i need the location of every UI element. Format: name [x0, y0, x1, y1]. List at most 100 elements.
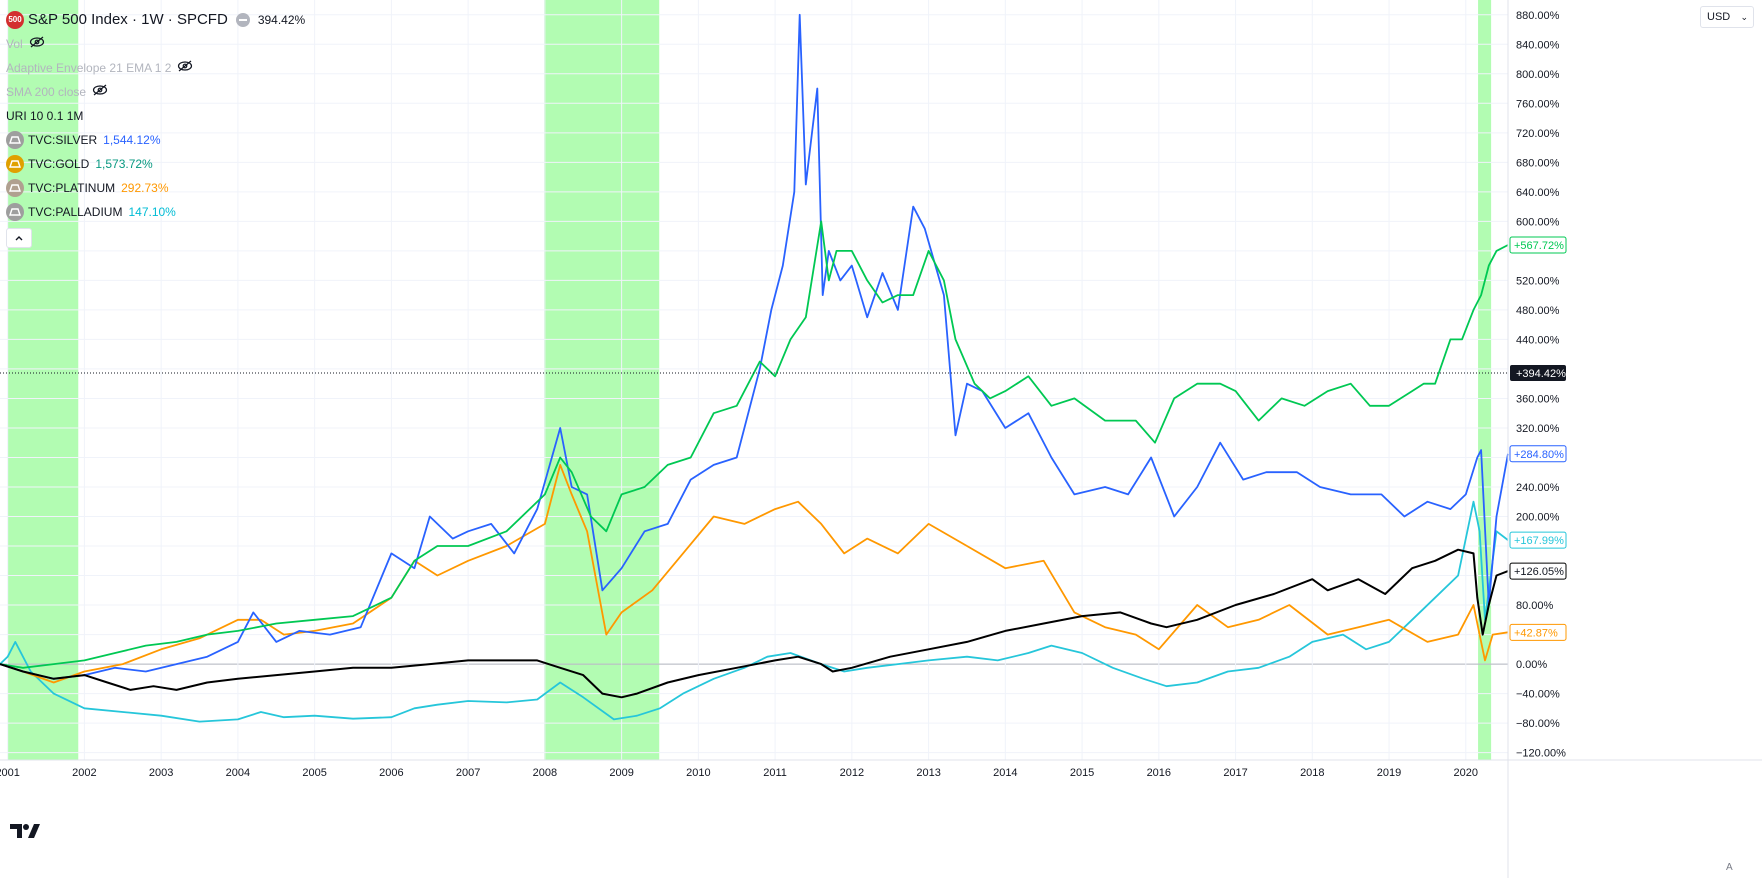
metal-bar-icon	[6, 131, 24, 149]
x-tick-label: 2018	[1300, 767, 1324, 779]
comparison-value: 147.10%	[128, 205, 176, 219]
y-tick-label: 360.00%	[1516, 393, 1560, 405]
y-tick-label: 640.00%	[1516, 187, 1560, 199]
y-tick-label: −40.00%	[1516, 689, 1560, 701]
x-tick-label: 2020	[1454, 767, 1478, 779]
main-series-row[interactable]: 500 S&P 500 Index · 1W · SPCFD 394.42%	[6, 8, 305, 32]
series-line-sp500	[0, 548, 1509, 699]
auto-scale-button[interactable]: A	[1726, 862, 1733, 873]
indicator-row[interactable]: URI 10 0.1 1M	[6, 104, 305, 128]
indicator-label: Vol	[6, 37, 23, 51]
y-tick-label: 480.00%	[1516, 305, 1560, 317]
y-tick-label: −120.00%	[1516, 748, 1566, 760]
comparison-row[interactable]: TVC:GOLD 1,573.72%	[6, 152, 305, 176]
y-tick-label: 680.00%	[1516, 157, 1560, 169]
comparison-symbol: TVC:PALLADIUM	[28, 205, 123, 219]
series-line-platinum	[0, 464, 1509, 684]
comparison-value: 1,573.72%	[95, 157, 153, 171]
comparison-row[interactable]: TVC:PALLADIUM 147.10%	[6, 200, 305, 224]
y-tick-label: 760.00%	[1516, 98, 1560, 110]
series-label-palladium: +167.99%	[1514, 535, 1564, 547]
series-lines	[0, 13, 1509, 723]
x-tick-label: 2009	[609, 767, 633, 779]
series-label-sp500: +126.05%	[1514, 566, 1564, 578]
x-tick-label: 2012	[840, 767, 864, 779]
time-axis: 2001 2002 2003 2004 2005 2006 2007 2008 2009 2010…	[0, 759, 1762, 779]
y-tick-label: 800.00%	[1516, 69, 1560, 81]
comparison-symbol: TVC:GOLD	[28, 157, 90, 171]
y-tick-label: 0.00%	[1516, 659, 1547, 671]
x-tick-label: 2003	[149, 767, 173, 779]
x-tick-label: 2014	[993, 767, 1017, 779]
x-tick-label: 2016	[1147, 767, 1171, 779]
x-tick-label: 2015	[1070, 767, 1094, 779]
x-tick-label: 2007	[456, 767, 480, 779]
indicator-label: SMA 200 close	[6, 85, 87, 99]
indicator-row[interactable]: SMA 200 close	[6, 80, 305, 104]
chevron-down-icon: ⌄	[1740, 12, 1748, 22]
comparison-row[interactable]: TVC:PLATINUM 292.73%	[6, 176, 305, 200]
series-label-bg-sp500	[1509, 562, 1567, 580]
symbol-title[interactable]: S&P 500 Index · 1W · SPCFD	[28, 11, 228, 28]
collapse-legend-button[interactable]	[6, 228, 32, 248]
recession-band	[7, 0, 79, 760]
indicator-row[interactable]: Vol	[6, 32, 305, 56]
comparison-value: 292.73%	[121, 181, 169, 195]
indicator-label: URI 10 0.1 1M	[6, 109, 84, 123]
y-tick-label: 200.00%	[1516, 512, 1560, 524]
indicator-row[interactable]: Adaptive Envelope 21 EMA 1 2	[6, 56, 305, 80]
currency-label: USD	[1707, 11, 1731, 23]
x-tick-label: 2001	[0, 767, 20, 779]
crosshair-label-bg	[1510, 365, 1566, 382]
y-tick-label: 80.00%	[1516, 600, 1554, 612]
series-label-platinum: +42.87%	[1514, 627, 1558, 639]
symbol-badge: 500	[6, 11, 24, 29]
y-tick-label: 840.00%	[1516, 39, 1560, 51]
y-tick-label: 240.00%	[1516, 482, 1560, 494]
metal-bar-icon	[6, 155, 24, 173]
x-tick-label: 2010	[686, 767, 710, 779]
y-tick-label: 720.00%	[1516, 128, 1560, 140]
series-line-gold	[0, 220, 1509, 669]
eye-hidden-icon[interactable]	[177, 56, 193, 80]
eye-hidden-icon[interactable]	[92, 80, 108, 104]
y-tick-label: −80.00%	[1516, 718, 1560, 730]
y-tick-label: 320.00%	[1516, 423, 1560, 435]
series-label-bg-silver	[1509, 445, 1567, 463]
y-tick-label: 880.00%	[1516, 10, 1560, 22]
indicator-label: Adaptive Envelope 21 EMA 1 2	[6, 61, 172, 75]
price-axis: −120.00% −80.00% −40.00% 0.00% 80.00% 200.00%…	[1507, 0, 1566, 878]
series-label-gold: +567.72%	[1514, 240, 1564, 252]
series-last-labels: +394.42% +167.99% +42.87% +284.80% +567.72% +…	[1509, 236, 1567, 641]
series-label-bg-gold	[1509, 236, 1567, 254]
x-tick-label: 2013	[916, 767, 940, 779]
metal-bar-icon	[6, 179, 24, 197]
eye-hidden-icon[interactable]	[29, 32, 45, 56]
x-tick-label: 2008	[533, 767, 557, 779]
y-tick-label: 520.00%	[1516, 275, 1560, 287]
crosshair-label: +394.42%	[1516, 368, 1566, 380]
series-label-bg-palladium	[1509, 531, 1567, 549]
metal-bar-icon	[6, 203, 24, 221]
x-tick-label: 2002	[72, 767, 96, 779]
currency-selector[interactable]: USD ⌄	[1700, 6, 1754, 28]
series-label-silver: +284.80%	[1514, 449, 1564, 461]
comparison-row[interactable]: TVC:SILVER 1,544.12%	[6, 128, 305, 152]
x-tick-label: 2017	[1223, 767, 1247, 779]
x-tick-label: 2005	[302, 767, 326, 779]
tradingview-logo[interactable]	[10, 822, 40, 845]
recession-shading	[7, 0, 1492, 760]
series-line-palladium	[0, 500, 1509, 723]
y-tick-label: 600.00%	[1516, 216, 1560, 228]
chevron-up-icon	[15, 236, 23, 241]
recession-band	[544, 0, 660, 760]
comparison-symbol: TVC:SILVER	[28, 133, 98, 147]
comparison-value: 1,544.12%	[103, 133, 161, 147]
minus-icon[interactable]	[235, 13, 250, 27]
y-tick-label: 440.00%	[1516, 334, 1560, 346]
x-tick-label: 2006	[379, 767, 403, 779]
legend: 500 S&P 500 Index · 1W · SPCFD 394.42% V…	[6, 8, 305, 248]
series-label-bg-platinum	[1509, 623, 1567, 641]
comparison-symbol: TVC:PLATINUM	[28, 181, 116, 195]
